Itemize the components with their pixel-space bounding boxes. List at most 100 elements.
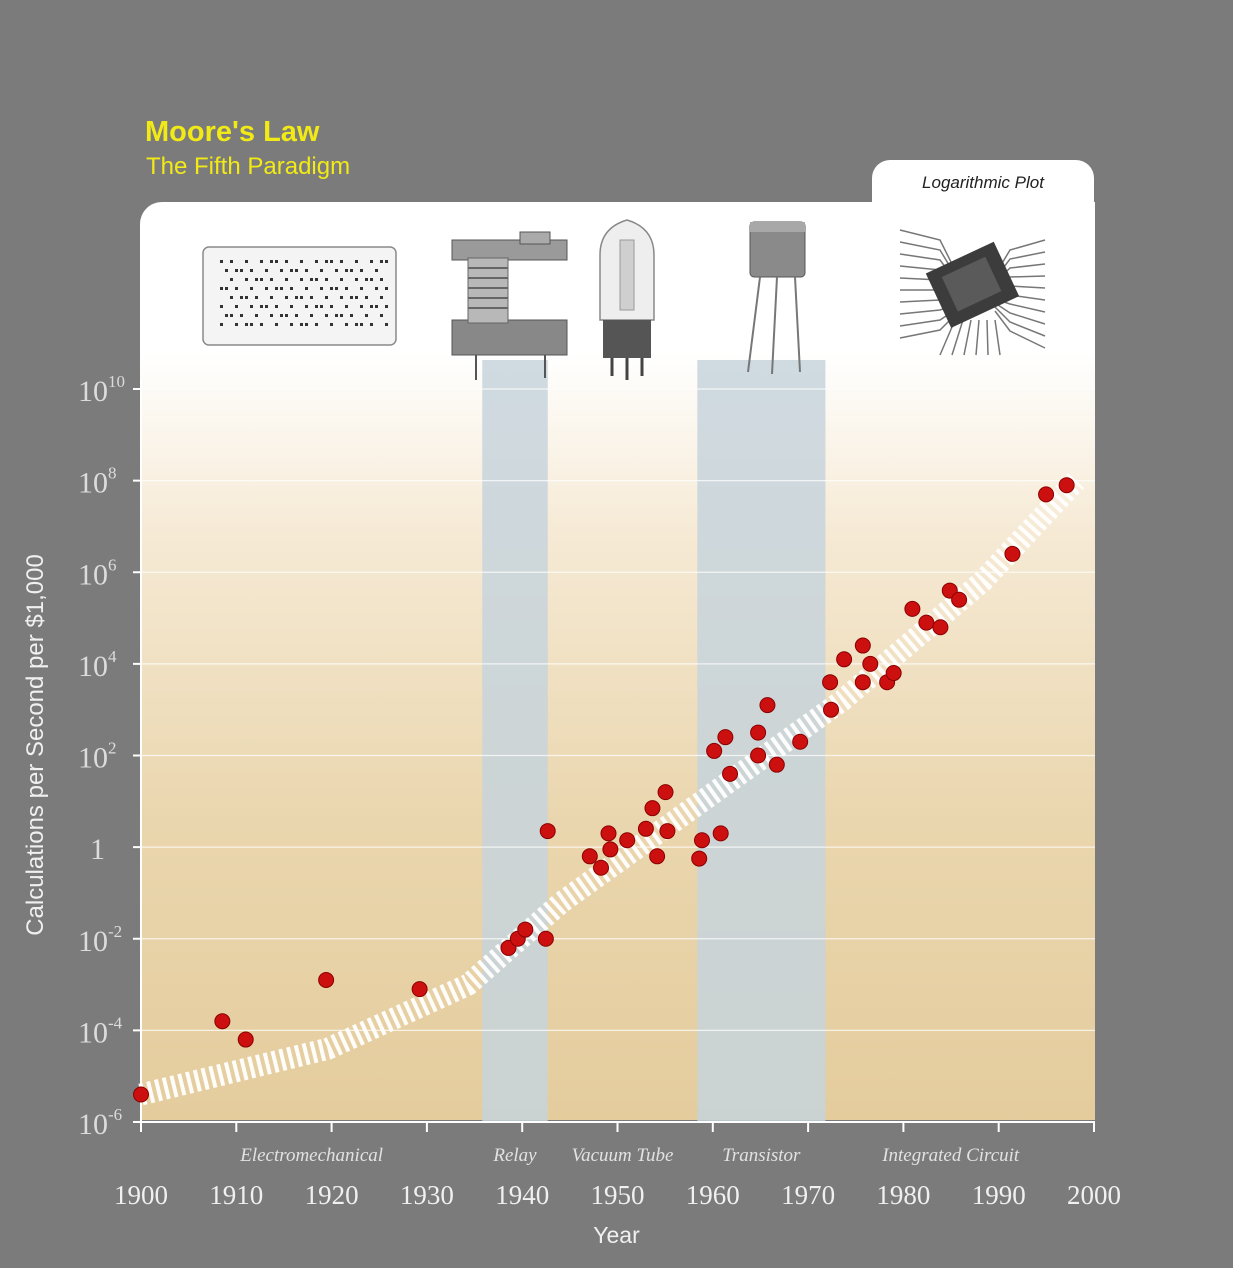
punch-hole: [220, 323, 223, 326]
punch-hole: [380, 260, 383, 263]
era-label: Integrated Circuit: [881, 1145, 1020, 1166]
punch-hole: [255, 278, 258, 281]
data-point: [854, 637, 871, 654]
punch-hole: [260, 260, 263, 263]
punch-hole: [330, 287, 333, 290]
punch-hole: [280, 314, 283, 317]
punch-hole: [300, 260, 303, 263]
punch-hole: [385, 305, 388, 308]
punch-hole: [225, 314, 228, 317]
punch-hole: [345, 287, 348, 290]
era-label: Vacuum Tube: [572, 1145, 674, 1166]
punch-hole: [360, 323, 363, 326]
punch-hole: [275, 305, 278, 308]
punch-hole: [235, 323, 238, 326]
punch-hole: [235, 269, 238, 272]
punch-hole: [260, 278, 263, 281]
data-point: [694, 832, 710, 849]
punch-hole: [240, 314, 243, 317]
data-point: [644, 800, 661, 817]
punch-hole: [340, 296, 343, 299]
data-point: [836, 651, 853, 668]
punch-hole: [325, 314, 328, 317]
data-point: [1038, 486, 1055, 503]
punch-hole: [225, 269, 228, 272]
punch-hole: [375, 305, 378, 308]
punch-hole: [250, 269, 253, 272]
punch-hole: [355, 260, 358, 263]
punch-hole: [330, 305, 333, 308]
data-point: [659, 823, 676, 840]
ic-wire: [975, 319, 980, 356]
punch-hole: [320, 305, 323, 308]
data-point: [537, 930, 554, 947]
era-label: Relay: [492, 1145, 537, 1166]
punch-hole: [290, 323, 293, 326]
punch-hole: [355, 323, 358, 326]
punch-hole: [305, 269, 308, 272]
punch-hole: [340, 278, 343, 281]
punch-hole: [345, 323, 348, 326]
data-point: [717, 729, 734, 746]
punch-hole: [270, 260, 273, 263]
era-labels: Electromechanical Relay Vacuum Tube Transis…: [239, 1145, 1020, 1166]
punch-hole: [230, 296, 233, 299]
punch-hole: [325, 260, 328, 263]
punch-hole: [310, 278, 313, 281]
punch-hole: [245, 278, 248, 281]
x-tick-label: 1980: [876, 1180, 930, 1210]
punch-hole: [295, 314, 298, 317]
punch-hole: [275, 287, 278, 290]
punch-hole: [245, 323, 248, 326]
data-point: [759, 697, 776, 714]
data-point: [133, 1086, 149, 1103]
data-point: [706, 742, 723, 759]
punch-hole: [380, 314, 383, 317]
axes: [140, 380, 1095, 1124]
punch-hole: [280, 269, 283, 272]
punch-hole: [385, 287, 388, 290]
punch-hole: [320, 269, 323, 272]
punch-hole: [345, 305, 348, 308]
data-point: [539, 823, 556, 840]
data-point: [823, 701, 840, 718]
punch-hole: [265, 305, 268, 308]
data-point: [904, 600, 921, 617]
punch-hole: [260, 305, 263, 308]
punch-hole: [355, 278, 358, 281]
punch-hole: [365, 296, 368, 299]
integrated-circuit-icon: [899, 229, 1046, 356]
punch-hole: [315, 260, 318, 263]
data-point: [657, 784, 674, 801]
punch-hole: [350, 296, 353, 299]
data-point: [932, 619, 949, 636]
ic-wire: [963, 319, 972, 356]
punch-hole: [315, 305, 318, 308]
data-point: [318, 971, 335, 988]
punch-hole: [220, 287, 223, 290]
punch-hole: [270, 314, 273, 317]
punch-hole: [350, 314, 353, 317]
gridlines: [141, 388, 1095, 1031]
x-tick-label: 1950: [591, 1180, 645, 1210]
y-tick-label: 10-2: [78, 922, 122, 958]
punch-hole: [310, 314, 313, 317]
data-point: [411, 981, 428, 998]
y-ticks: 1010 108 106 104 102 1 10-2 10-4 10-6: [78, 372, 141, 1141]
chart-title: Moore's Law: [145, 116, 320, 148]
ic-wire: [899, 229, 956, 271]
punch-hole: [385, 260, 388, 263]
punch-hole: [305, 323, 308, 326]
punch-hole: [285, 278, 288, 281]
y-tick-label: 106: [78, 555, 117, 591]
data-point: [619, 832, 636, 849]
punch-hole: [255, 314, 258, 317]
x-tick-label: 1900: [114, 1180, 168, 1210]
punch-hole: [305, 287, 308, 290]
y-tick-label: 1: [90, 833, 105, 866]
punch-hole: [325, 278, 328, 281]
x-tick-label: 2000: [1067, 1180, 1121, 1210]
punch-hole: [260, 323, 263, 326]
punch-hole: [370, 305, 373, 308]
